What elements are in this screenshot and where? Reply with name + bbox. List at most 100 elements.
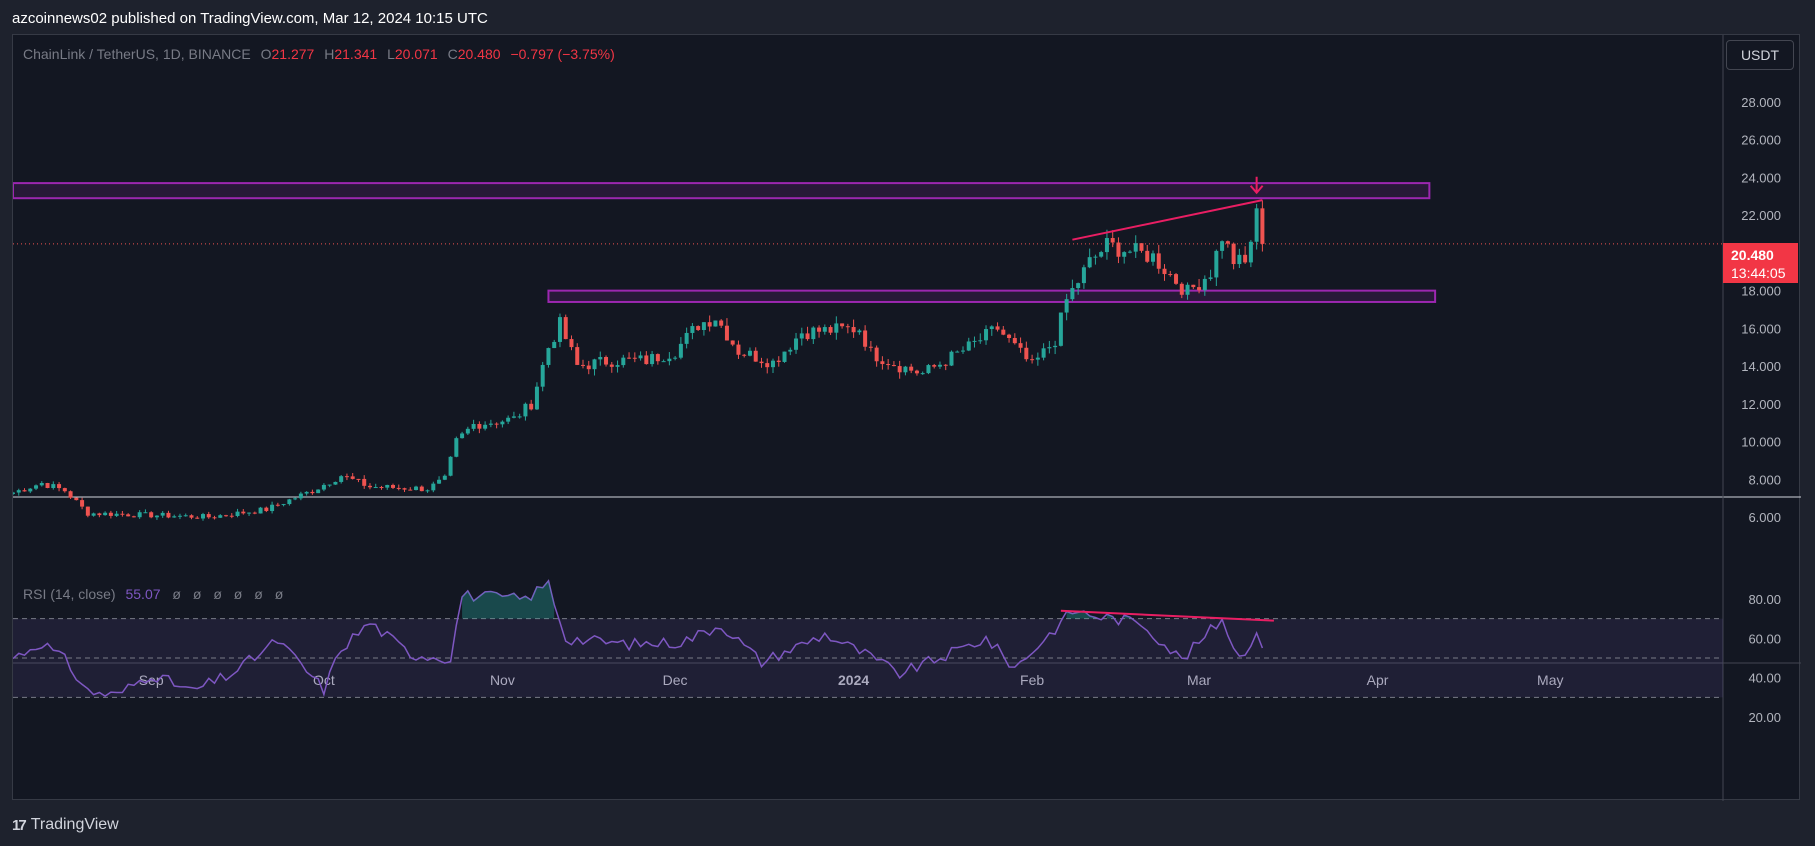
- candle-body: [1070, 288, 1075, 300]
- candle-body: [131, 516, 136, 518]
- rsi-title[interactable]: RSI (14, close): [23, 586, 116, 602]
- candle-body: [247, 512, 252, 514]
- time-tick-label: Mar: [1187, 672, 1211, 688]
- tradingview-brand[interactable]: 17 TradingView: [12, 816, 119, 834]
- candle-body: [955, 351, 960, 353]
- candle-body: [281, 504, 286, 506]
- candle-body: [868, 346, 873, 348]
- time-tick-label: Nov: [490, 672, 515, 688]
- candle-body: [914, 370, 919, 374]
- candle-body: [22, 490, 27, 492]
- candle-body: [1047, 347, 1052, 349]
- time-tick-label: Feb: [1020, 672, 1044, 688]
- rsi-tick-label: 60.00: [1748, 631, 1781, 646]
- candle-body: [16, 490, 21, 493]
- candle-body: [736, 344, 741, 355]
- candle-body: [385, 484, 390, 488]
- candle-body: [557, 317, 562, 342]
- price-tick-label: 12.000: [1741, 397, 1781, 412]
- price-tick-label: 6.000: [1748, 510, 1781, 525]
- candle-body: [592, 359, 597, 370]
- candle-body: [1214, 250, 1219, 278]
- candle-body: [1151, 253, 1155, 262]
- publisher-line: azcoinnews02 published on TradingView.co…: [12, 10, 488, 27]
- candle-body: [471, 424, 476, 429]
- candle-body: [39, 482, 44, 486]
- candle-body: [57, 484, 62, 489]
- candle-body: [275, 504, 280, 506]
- candle-body: [1099, 252, 1104, 257]
- high-value: 21.341: [334, 46, 378, 62]
- candle-body: [293, 498, 298, 500]
- chart-frame[interactable]: 6.000 8.000 10.000 12.000 14.000 16.000 18.000…: [12, 34, 1801, 801]
- candle-body: [684, 332, 689, 344]
- candle-body: [183, 515, 188, 517]
- candle-body: [972, 340, 977, 342]
- close-value: 20.480: [457, 46, 501, 62]
- candle-body: [920, 373, 925, 375]
- candle-body: [673, 357, 678, 359]
- candle-body: [258, 507, 263, 514]
- candle-body: [799, 333, 804, 339]
- candle-body: [1248, 241, 1253, 263]
- candle-body: [794, 338, 799, 350]
- candle-body: [851, 327, 856, 333]
- candle-body: [667, 358, 672, 362]
- change-value: −0.797 (−3.75%): [510, 46, 615, 62]
- candle-body: [822, 327, 827, 332]
- candle-body: [172, 516, 177, 518]
- candle-body: [638, 355, 643, 359]
- candle-body: [932, 365, 937, 367]
- candle-body: [765, 363, 770, 368]
- candle-body: [776, 360, 781, 362]
- price-tick-label: 10.000: [1741, 435, 1781, 450]
- candle-body: [126, 514, 131, 517]
- sell-arrow-icon: [1249, 176, 1264, 195]
- candle-body: [759, 361, 764, 364]
- last-price-value: 20.480: [1731, 247, 1774, 263]
- candle-body: [114, 513, 119, 516]
- rsi-overbought-fill: [1124, 615, 1130, 619]
- candle-body: [1093, 256, 1098, 258]
- candle-body: [1024, 347, 1029, 360]
- price-tick-label: 22.000: [1741, 208, 1781, 223]
- candle-body: [252, 512, 257, 514]
- candle-body: [414, 486, 419, 491]
- candle-body: [339, 476, 344, 482]
- candle-body: [1104, 238, 1109, 253]
- candle-body: [1030, 359, 1035, 361]
- candle-body: [880, 361, 885, 365]
- candle-body: [80, 500, 85, 507]
- candle-body: [442, 475, 447, 480]
- candle-body: [650, 354, 655, 365]
- price-tick-label: 24.000: [1741, 170, 1781, 185]
- candle-body: [949, 351, 954, 366]
- candle-body: [891, 365, 896, 367]
- close-label: C: [447, 46, 458, 62]
- rsi-overbought-fill: [1066, 611, 1096, 619]
- candle-body: [74, 497, 79, 501]
- candle-body: [943, 364, 948, 366]
- candle-body: [828, 327, 833, 333]
- candle-body: [350, 476, 355, 479]
- currency-button[interactable]: USDT: [1726, 40, 1794, 70]
- candle-body: [160, 512, 165, 516]
- candle-body: [1058, 312, 1063, 346]
- chart-canvas[interactable]: 6.000 8.000 10.000 12.000 14.000 16.000 18.000…: [13, 35, 1801, 801]
- candle-body: [465, 428, 470, 434]
- candle-body: [304, 491, 309, 494]
- rsi-trendline: [1060, 609, 1274, 622]
- candle-body: [51, 484, 56, 488]
- candle-body: [189, 515, 194, 518]
- candle-body: [379, 487, 384, 489]
- candle-body: [874, 347, 879, 362]
- symbol-title[interactable]: ChainLink / TetherUS, 1D, BINANCE: [23, 46, 251, 62]
- candle-body: [45, 482, 50, 488]
- candle-body: [1197, 287, 1202, 291]
- candle-body: [1041, 348, 1046, 358]
- candle-body: [506, 417, 511, 422]
- tradingview-brand-name: TradingView: [30, 816, 119, 833]
- candle-body: [408, 489, 413, 491]
- candle-body: [719, 320, 724, 326]
- candle-body: [62, 488, 67, 492]
